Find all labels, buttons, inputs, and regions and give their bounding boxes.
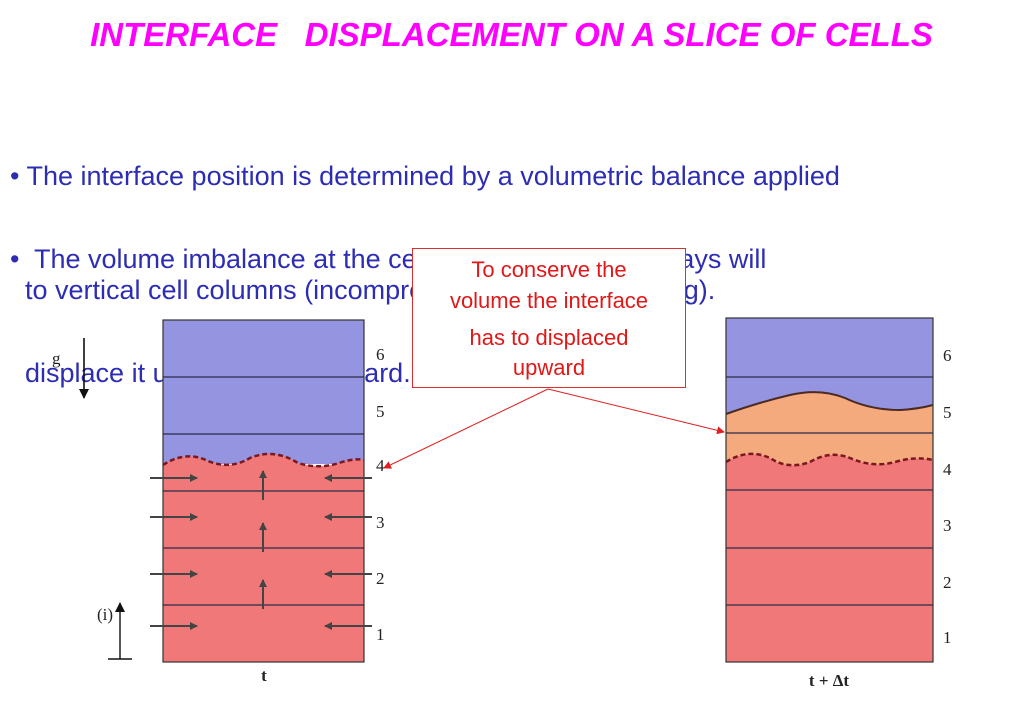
cell-number-labels-left: 6 5 4 3 2 1 [376,345,385,644]
displaced-fluid-region [726,392,933,466]
upper-fluid-region [163,320,364,464]
pointer-to-left-interface [383,388,549,469]
callout-line: volume the interface [449,288,649,313]
time-label-t: t [261,666,267,685]
new-interface-line [725,391,934,415]
callout-line: upward [512,355,586,380]
index-label: (i) [97,605,113,624]
gravity-label: g [52,349,61,368]
cell-number-6: 6 [376,345,385,364]
cell-number-1: 1 [943,628,952,647]
index-marker: (i) [97,602,132,660]
bullet-line: • The interface position is determined b… [10,161,840,191]
lower-fluid-region [726,453,933,662]
column-t-plus-dt: 6 5 4 3 2 1 t + Δt [725,317,952,690]
cell-number-3: 3 [376,513,385,532]
cell-number-5: 5 [376,402,385,421]
cell-number-1: 1 [376,625,385,644]
page-title: INTERFACE DISPLACEMENT ON A SLICE OF CEL… [90,16,933,53]
cell-number-5: 5 [943,403,952,422]
callout-line: To conserve the [471,257,627,282]
column-t: 6 5 4 3 2 1 t [150,319,385,685]
lower-fluid-region [163,454,364,662]
cell-number-labels-right: 6 5 4 3 2 1 [943,346,952,647]
column-frame [725,317,934,663]
interface-line [162,452,365,468]
cell-number-4: 4 [943,460,952,479]
cell-number-3: 3 [943,516,952,535]
callout-box: To conserve the volume the interface has… [412,248,686,388]
callout-line: has to displaced [469,325,629,350]
cell-number-2: 2 [943,573,952,592]
time-label-t-plus-dt: t + Δt [809,671,850,690]
cell-number-2: 2 [376,569,385,588]
gravity-indicator: g [52,338,89,399]
pointer-to-right-interface [547,388,725,435]
callout-pointers [383,388,725,469]
previous-interface-line [725,452,934,467]
cell-boundaries [726,376,933,606]
flux-arrows [150,470,372,630]
column-frame [162,319,365,663]
cell-number-6: 6 [943,346,952,365]
cell-number-4: 4 [376,456,385,475]
